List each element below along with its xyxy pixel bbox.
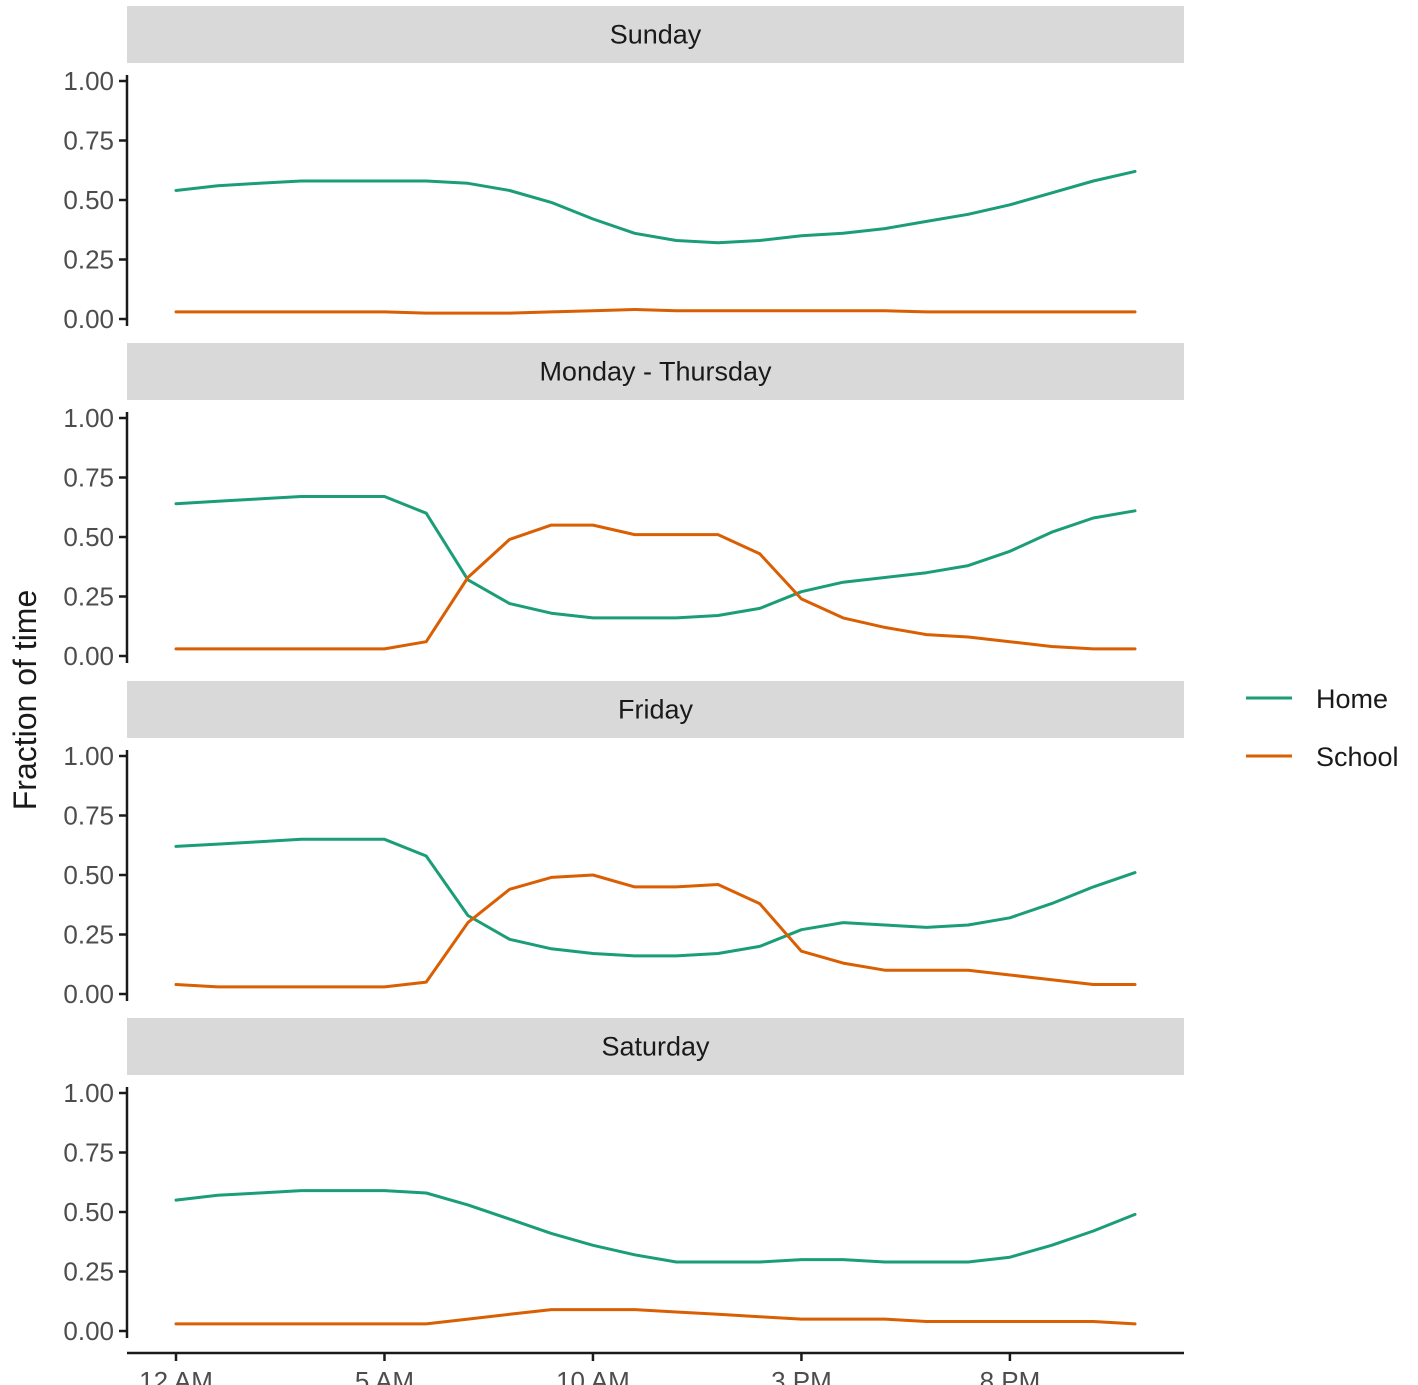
x-tick-label: 8 PM xyxy=(980,1366,1041,1385)
panel-monday-thursday: Monday - Thursday 0.00 0.25 0.50 0.75 1.00 xyxy=(63,343,1184,671)
legend: Home School xyxy=(1246,684,1399,772)
x-tick-label: 3 PM xyxy=(771,1366,832,1385)
series-line-school xyxy=(174,873,1137,989)
series-line-home xyxy=(174,495,1137,620)
panel-saturday: Saturday 0.00 0.25 0.50 0.75 1.00 xyxy=(63,1018,1184,1346)
series-line-school xyxy=(174,308,1137,315)
series-line-home xyxy=(174,837,1137,958)
panel-title: Saturday xyxy=(601,1032,710,1062)
panel-friday: Friday 0.00 0.25 0.50 0.75 1.00 xyxy=(63,681,1184,1009)
y-tick-label: 0.50 xyxy=(63,1197,114,1227)
series-line-school xyxy=(174,1308,1137,1326)
y-tick-label: 0.25 xyxy=(63,245,114,275)
y-tick-label: 1.00 xyxy=(63,66,114,96)
panel-strip xyxy=(127,343,1184,400)
legend-label-school: School xyxy=(1316,742,1399,772)
panel-strip xyxy=(127,681,1184,738)
x-axis: 12 AM 5 AM 10 AM 3 PM 8 PM xyxy=(127,1351,1184,1385)
y-tick-label: 0.00 xyxy=(63,641,114,671)
y-tick-label: 0.50 xyxy=(63,860,114,890)
panel-title: Monday - Thursday xyxy=(539,357,772,387)
y-tick-label: 0.25 xyxy=(63,920,114,950)
y-tick-label: 1.00 xyxy=(63,403,114,433)
y-tick-label: 0.25 xyxy=(63,582,114,612)
panel-strip xyxy=(127,6,1184,63)
y-tick-label: 0.00 xyxy=(63,304,114,334)
y-tick-label: 0.25 xyxy=(63,1257,114,1287)
y-tick-label: 1.00 xyxy=(63,741,114,771)
panel-title: Friday xyxy=(618,695,694,725)
legend-label-home: Home xyxy=(1316,684,1388,714)
series-line-school xyxy=(174,523,1137,651)
y-tick-label: 0.50 xyxy=(63,185,114,215)
y-tick-label: 0.75 xyxy=(63,801,114,831)
y-tick-label: 0.75 xyxy=(63,1138,114,1168)
y-axis-label: Fraction of time xyxy=(7,590,43,811)
x-tick-label: 12 AM xyxy=(139,1366,213,1385)
x-tick-label: 10 AM xyxy=(556,1366,630,1385)
y-tick-label: 0.50 xyxy=(63,522,114,552)
panel-title: Sunday xyxy=(610,20,702,50)
y-tick-label: 0.00 xyxy=(63,1316,114,1346)
y-tick-label: 1.00 xyxy=(63,1078,114,1108)
panel-sunday: Sunday 0.00 0.25 0.50 0.75 1.00 xyxy=(63,6,1184,334)
series-line-home xyxy=(174,1189,1137,1264)
y-tick-label: 0.75 xyxy=(63,126,114,156)
panel-strip xyxy=(127,1018,1184,1075)
x-tick-label: 5 AM xyxy=(355,1366,414,1385)
y-tick-label: 0.00 xyxy=(63,979,114,1009)
series-line-home xyxy=(174,169,1137,245)
y-tick-label: 0.75 xyxy=(63,463,114,493)
